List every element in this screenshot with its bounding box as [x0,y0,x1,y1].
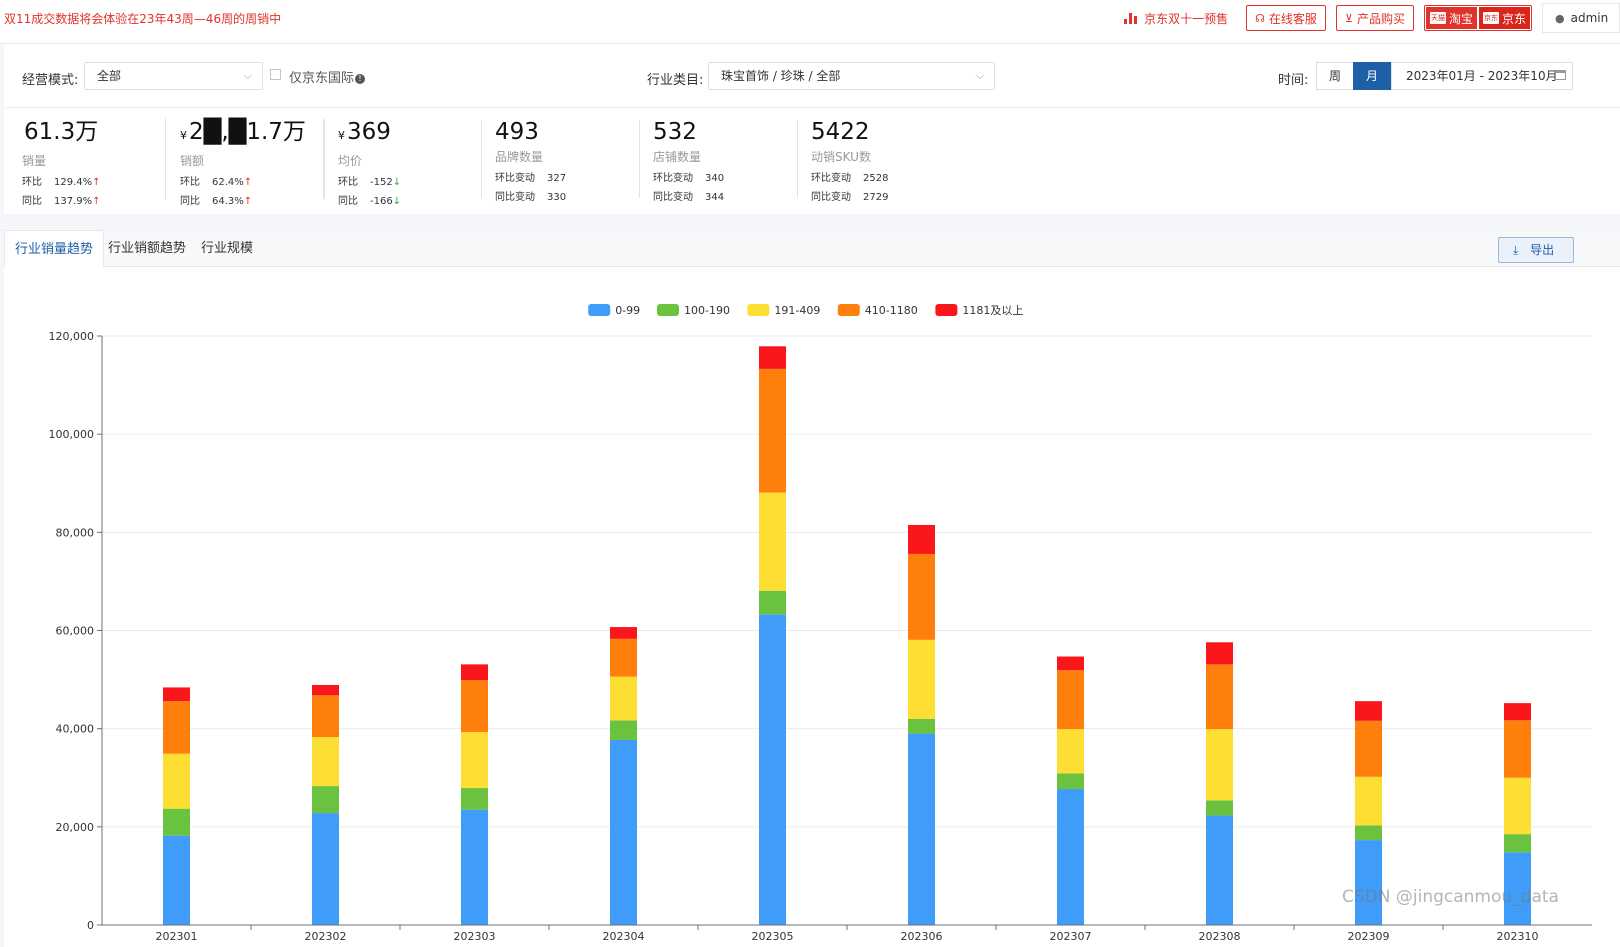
month-toggle[interactable]: 月 [1353,62,1391,90]
metric-yoy: 同比变动 344 [653,192,725,203]
platform-switch: 天猫 淘宝 京东 京东 [1423,5,1532,31]
mode-select[interactable]: 全部 ⌵ [84,62,263,90]
arrow-up-icon: ↑ [243,196,253,207]
metric-value: 532 [653,119,697,145]
week-toggle[interactable]: 周 [1316,62,1354,90]
bar-chart-icon [1124,12,1138,24]
arrow-up-icon: ↑ [92,196,101,207]
category-select[interactable]: 珠宝首饰 / 珍珠 / 全部 ⌵ [708,62,995,90]
filter-bar: 经营模式: 全部 ⌵ 仅京东国际! 行业类目: 珠宝首饰 / 珍珠 / 全部 ⌵… [4,44,1620,108]
chart-tabs: 行业销量趋势 行业销额趋势 行业规模 ⤓ 导出 [4,230,1620,268]
metrics-panel: 61.3万 销量 环比 129.4%↑ 同比 137.9%↑ ¥2█,█1.7万 销… [4,108,1620,214]
arrow-down-icon: ↓ [392,177,402,188]
metric-title: 动销SKU数 [811,150,871,164]
chevron-down-icon: ⌵ [243,69,252,82]
product-purchase-label: 产品购买 [1356,11,1405,26]
mode-label: 经营模式: [22,73,79,88]
metric-yoy: 同比 137.9%↑ [22,196,101,207]
product-purchase-button[interactable]: ⊻ 产品购买 [1335,5,1414,31]
metric-mom: 环比 129.4%↑ [22,177,101,188]
metric-mom: 环比变动 327 [495,173,567,184]
notice-text: 双11成交数据将会体验在23年43周—46周的周销中 [4,12,282,26]
tab-industry-scale[interactable]: 行业规模 [201,241,254,256]
metric-yoy: 同比 -166↓ [338,196,402,207]
time-label: 时间: [1278,73,1309,88]
metric-card-avg-price: ¥369 均价 环比 -152↓ 同比 -166↓ [338,118,482,207]
metric-card-brand-count: 493 品牌数量 环比变动 327 同比变动 330 [495,118,639,203]
arrow-down-icon: ↓ [392,196,402,207]
jd-badge-icon: 京东 [1482,12,1499,24]
metric-title: 店铺数量 [653,150,702,164]
divider [324,120,325,198]
online-service-button[interactable]: ☊ 在线客服 [1246,5,1326,31]
divider [481,120,482,198]
info-icon: ! [355,74,366,84]
arrow-up-icon: ↑ [243,177,253,188]
mode-select-value: 全部 [97,69,122,83]
metric-mom: 环比变动 2528 [811,173,889,184]
calendar-icon [1555,70,1566,80]
tab-sales-volume-trend[interactable]: 行业销量趋势 [4,230,105,268]
category-label: 行业类目: [647,73,704,88]
jd-intl-label: 仅京东国际! [289,67,366,86]
user-menu[interactable]: ● admin [1542,3,1620,33]
metric-card-sales-volume: 61.3万 销量 环比 129.4%↑ 同比 137.9%↑ [22,118,166,207]
user-icon: ● [1555,11,1565,25]
export-label: 导出 [1530,243,1555,257]
metric-value: 5422 [811,119,870,145]
metric-value: 493 [495,119,539,145]
metric-mom: 环比变动 340 [653,173,725,184]
online-service-label: 在线客服 [1268,11,1317,26]
jd-intl-checkbox[interactable] [270,69,281,80]
metric-mom: 环比 -152↓ [338,177,402,188]
platform-jd-label: 京东 [1501,11,1526,26]
jd-presale-label: 京东双十一预售 [1144,11,1229,26]
user-name: admin [1570,11,1609,25]
cart-icon: ⊻ [1344,11,1353,25]
metric-title: 均价 [338,154,363,168]
chevron-down-icon: ⌵ [975,69,984,82]
metric-card-sales-amount: ¥2█,█1.7万 销额 环比 62.4%↑ 同比 64.3%↑ [180,118,324,207]
top-bar: 双11成交数据将会体验在23年43周—46周的周销中 京东双十一预售 ☊ 在线客… [0,0,1620,44]
date-range-picker[interactable]: 2023年01月 - 2023年10月 [1391,62,1573,90]
top-actions: 京东双十一预售 ☊ 在线客服 ⊻ 产品购买 天猫 淘宝 京东 京东 ● admi… [1124,3,1620,33]
platform-taobao-label: 淘宝 [1448,11,1473,26]
metric-title: 销量 [22,154,47,168]
metric-card-sku-count: 5422 动销SKU数 环比变动 2528 同比变动 2729 [811,118,955,203]
metric-mom: 环比 62.4%↑ [180,177,253,188]
arrow-up-icon: ↑ [92,177,101,188]
watermark-text: CSDN @jingcanmou_data [1342,887,1559,907]
divider [639,120,640,198]
date-range-value: 2023年01月 - 2023年10月 [1406,69,1558,83]
metric-title: 品牌数量 [495,150,544,164]
platform-jd-button[interactable]: 京东 京东 [1478,7,1530,29]
jd-presale-link[interactable]: 京东双十一预售 [1124,10,1228,27]
tmall-badge-icon: 天猫 [1429,12,1446,24]
platform-taobao-button[interactable]: 天猫 淘宝 [1425,7,1477,29]
divider [797,120,798,198]
metric-yoy: 同比变动 2729 [811,192,889,203]
metric-yoy: 同比 64.3%↑ [180,196,253,207]
metric-title: 销额 [180,154,205,168]
export-button[interactable]: ⤓ 导出 [1498,237,1574,263]
metric-yoy: 同比变动 330 [495,192,567,203]
download-icon: ⤓ [1513,243,1519,257]
metric-card-store-count: 532 店铺数量 环比变动 340 同比变动 344 [653,118,797,203]
category-select-value: 珠宝首饰 / 珍珠 / 全部 [721,69,841,83]
tab-sales-amount-trend[interactable]: 行业销额趋势 [108,241,187,256]
metric-value: ¥2█,█1.7万 [180,119,306,145]
metric-value: ¥369 [338,119,391,145]
chart-panel: 行业销量趋势 行业销额趋势 行业规模 ⤓ 导出 [4,230,1620,947]
headset-icon: ☊ [1255,11,1265,25]
metric-value: 61.3万 [24,119,99,145]
